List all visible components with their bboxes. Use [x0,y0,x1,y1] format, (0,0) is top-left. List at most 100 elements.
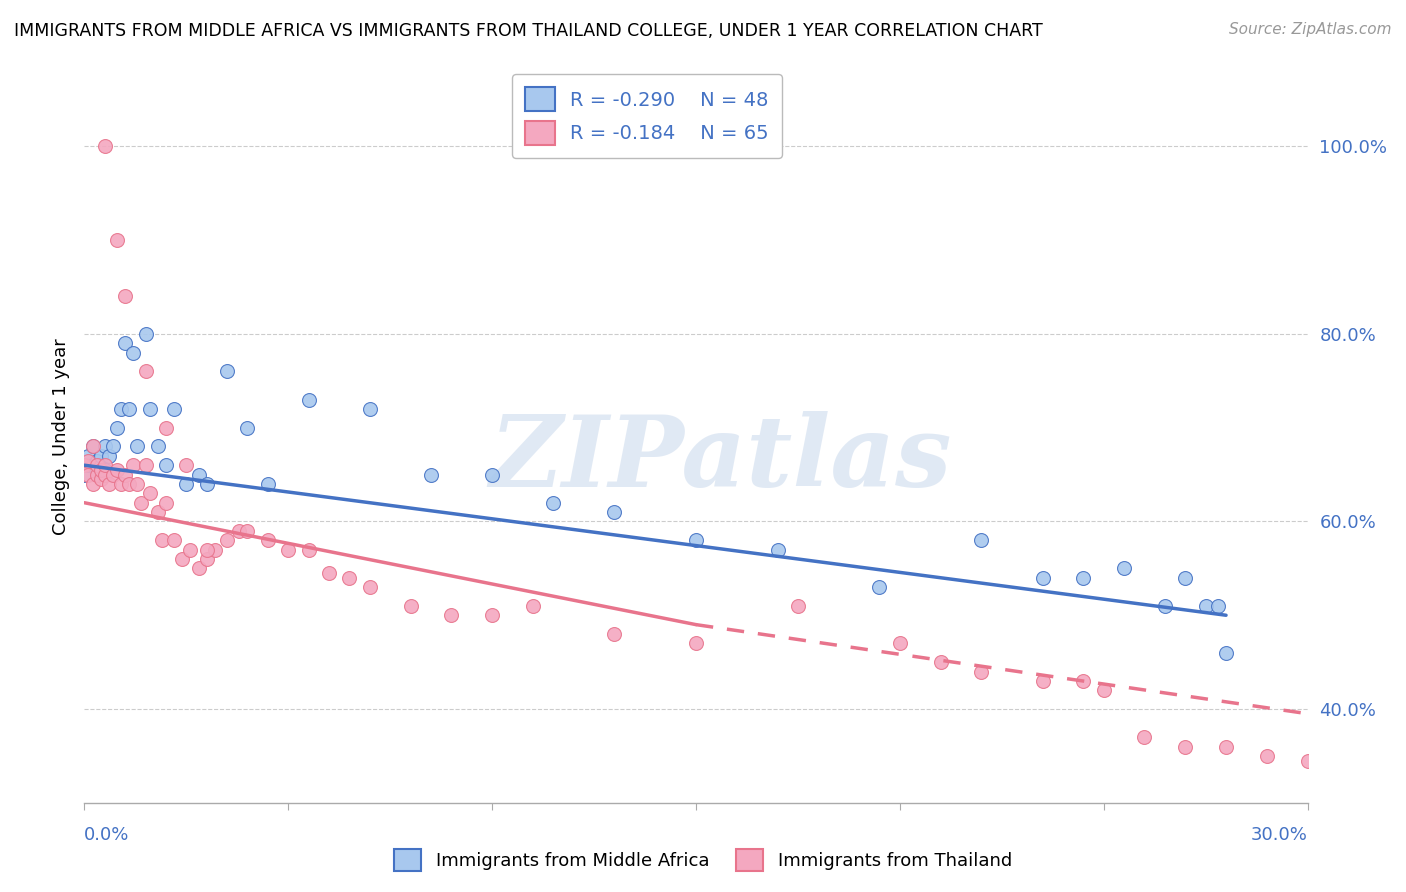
Point [174,458,197,473]
Point [77,458,100,473]
Point [86,463,108,477]
Point [155,496,177,510]
Point [138,401,160,416]
Point [1215,646,1237,660]
Point [155,458,177,473]
Point [93,463,115,477]
Point [359,401,381,416]
Point [105,420,128,434]
Point [889,636,911,650]
Point [970,533,993,548]
Point [1114,561,1136,575]
Point [440,608,463,623]
Point [1195,599,1218,613]
Point [787,599,810,613]
Point [1154,599,1177,613]
Point [127,477,149,491]
Point [399,599,422,613]
Point [929,655,952,669]
Point [73,467,96,482]
Point [114,289,136,303]
Point [217,533,239,548]
Point [118,477,141,491]
Point [1174,739,1197,754]
Point [101,440,124,454]
Point [86,467,108,482]
Point [93,440,115,454]
Point [236,420,259,434]
Point [172,552,194,566]
Point [90,463,112,477]
Point [228,524,250,538]
Point [420,467,443,482]
Point [298,542,321,557]
Point [110,401,132,416]
Point [339,571,361,585]
Point [114,336,136,351]
Y-axis label: College, Under 1 year: College, Under 1 year [52,339,70,535]
Point [155,420,177,434]
Point [146,505,169,519]
Point [90,472,112,486]
Point [77,449,100,463]
Point [1032,571,1054,585]
Point [603,627,626,641]
Point [179,542,201,557]
Point [481,608,503,623]
Point [236,524,259,538]
Point [97,477,120,491]
Point [195,552,218,566]
Point [869,580,891,594]
Point [685,533,707,548]
Point [82,440,104,454]
Point [685,636,707,650]
Point [127,440,149,454]
Point [150,533,173,548]
Point [82,458,104,473]
Point [90,458,112,473]
Point [522,599,544,613]
Point [195,542,218,557]
Point [97,449,120,463]
Text: 30.0%: 30.0% [1251,826,1308,844]
Point [1092,683,1115,698]
Point [122,458,145,473]
Text: 0.0%: 0.0% [84,826,129,844]
Point [277,542,299,557]
Point [603,505,626,519]
Point [135,458,157,473]
Point [101,467,124,482]
Point [217,364,239,378]
Point [73,458,96,473]
Point [1296,754,1319,768]
Point [318,566,340,580]
Point [93,139,115,153]
Point [163,533,186,548]
Point [1073,571,1095,585]
Point [82,440,104,454]
Point [257,533,280,548]
Point [90,449,112,463]
Point [105,233,128,247]
Point [122,345,145,359]
Point [1073,673,1095,688]
Point [146,440,169,454]
Point [105,463,128,477]
Point [93,467,115,482]
Point [1256,748,1278,763]
Point [1174,571,1197,585]
Point [298,392,321,407]
Point [138,486,160,500]
Legend: R = -0.290    N = 48, R = -0.184    N = 65: R = -0.290 N = 48, R = -0.184 N = 65 [512,74,782,158]
Point [204,542,226,557]
Text: IMMIGRANTS FROM MIDDLE AFRICA VS IMMIGRANTS FROM THAILAND COLLEGE, UNDER 1 YEAR : IMMIGRANTS FROM MIDDLE AFRICA VS IMMIGRA… [14,22,1043,40]
Point [114,467,136,482]
Point [135,326,157,341]
Point [257,477,280,491]
Point [93,458,115,473]
Point [187,467,209,482]
Point [86,458,108,473]
Point [118,401,141,416]
Point [77,467,100,482]
Text: ZIPatlas: ZIPatlas [489,411,952,508]
